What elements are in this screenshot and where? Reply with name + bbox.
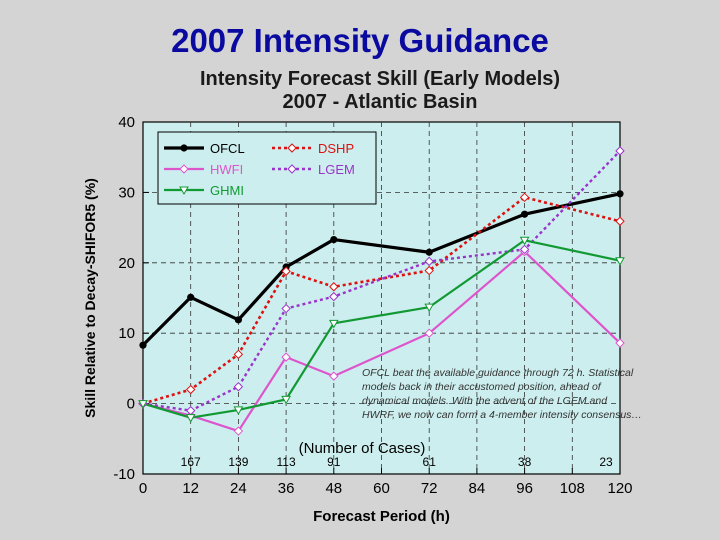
- y-tick-label: -10: [113, 466, 135, 483]
- data-point: [521, 210, 529, 218]
- y-tick-label: 10: [118, 325, 135, 342]
- case-count-label: 167: [181, 455, 201, 469]
- data-point: [281, 395, 291, 405]
- case-count-label: 23: [599, 455, 613, 469]
- data-point: [281, 266, 291, 276]
- data-point: [281, 303, 291, 314]
- data-point: [138, 400, 148, 409]
- x-tick-label: 96: [516, 480, 533, 497]
- slide-title: 2007 Intensity Guidance: [171, 22, 549, 59]
- data-point: [139, 341, 147, 349]
- case-count-label: 113: [277, 455, 296, 469]
- legend-label: GHMI: [210, 183, 244, 198]
- legend-label: DSHP: [318, 141, 354, 156]
- x-tick-label: 24: [230, 480, 247, 497]
- data-point: [180, 144, 188, 152]
- data-point: [329, 371, 339, 381]
- legend-label: LGEM: [318, 162, 355, 177]
- data-point: [233, 406, 244, 415]
- x-axis-label: Forecast Period (h): [313, 508, 450, 525]
- x-tick-label: 108: [560, 480, 585, 497]
- data-point: [233, 381, 244, 392]
- chart-title: Intensity Forecast Skill (Early Models): [199, 68, 561, 90]
- case-count-label: 61: [423, 455, 437, 469]
- data-point: [281, 352, 291, 362]
- legend-label: OFCL: [210, 141, 245, 156]
- data-point: [185, 384, 196, 395]
- data-point: [519, 192, 530, 203]
- y-tick-label: 0: [127, 396, 135, 413]
- data-point: [329, 291, 339, 302]
- data-point: [615, 338, 625, 348]
- data-point: [234, 316, 242, 324]
- x-tick-label: 0: [139, 480, 147, 497]
- case-count-label: 38: [518, 455, 532, 469]
- x-tick-label: 120: [607, 480, 632, 497]
- x-tick-label: 36: [278, 480, 295, 497]
- data-point: [615, 146, 625, 156]
- x-tick-label: 12: [182, 480, 199, 497]
- y-axis-label: Skill Relative to Decay-SHIFOR5 (%): [82, 178, 98, 418]
- data-point: [233, 426, 244, 436]
- data-point: [425, 248, 433, 256]
- y-tick-label: 30: [118, 184, 135, 201]
- data-point: [424, 328, 434, 338]
- chart-title-block: Intensity Forecast Skill (Early Models) …: [130, 68, 630, 114]
- data-point: [179, 164, 189, 174]
- data-point: [185, 414, 196, 423]
- data-point: [329, 282, 339, 292]
- data-point: [615, 257, 625, 266]
- data-point: [519, 244, 530, 255]
- data-point: [328, 319, 339, 329]
- x-tick-label: 48: [325, 480, 342, 497]
- x-tick-label: 72: [421, 480, 438, 497]
- case-count-label: 139: [228, 455, 248, 469]
- annotation-text: OFCL beat the available guidance through…: [362, 367, 642, 421]
- data-point: [424, 265, 434, 276]
- x-tick-label: 60: [373, 480, 390, 497]
- data-point: [330, 235, 338, 244]
- data-point: [187, 293, 195, 301]
- data-point: [233, 349, 244, 360]
- data-point: [424, 256, 434, 267]
- series-line-ghmi: [142, 239, 621, 419]
- series-line-ofcl: [141, 192, 621, 347]
- cases-label: (Number of Cases): [299, 440, 426, 457]
- data-point: [424, 303, 435, 313]
- x-tick-label: 84: [469, 480, 486, 497]
- chart-subtitle: 2007 - Atlantic Basin: [282, 91, 478, 113]
- series-line-hwfi: [142, 250, 621, 433]
- y-tick-label: 20: [118, 255, 135, 272]
- series-line-dshp: [142, 196, 621, 405]
- data-point: [287, 143, 297, 153]
- data-point: [615, 216, 625, 226]
- data-point: [519, 236, 530, 246]
- case-count-label: 91: [327, 455, 341, 469]
- data-point: [287, 164, 297, 174]
- data-point: [179, 186, 189, 196]
- series-line-lgem: [142, 150, 621, 412]
- data-point: [616, 190, 624, 198]
- legend-label: HWFI: [210, 162, 243, 177]
- y-tick-label: 40: [118, 114, 135, 131]
